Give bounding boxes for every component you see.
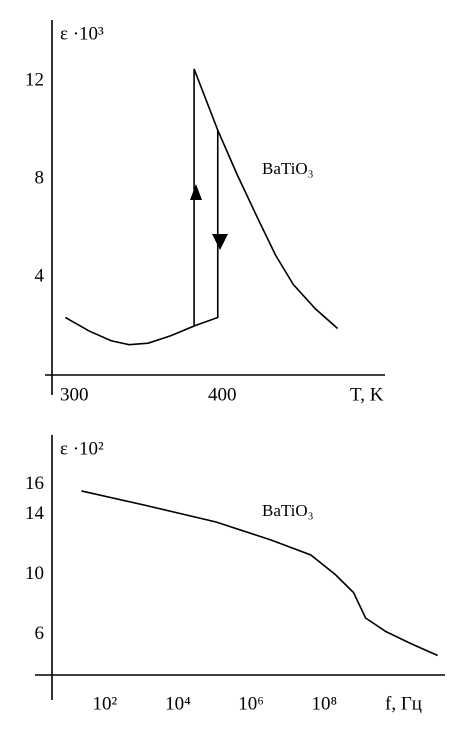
- x-tick-label: 10²: [92, 693, 117, 714]
- x-tick-label: 10⁶: [238, 693, 264, 714]
- y-tick-label: 8: [35, 167, 45, 188]
- x-tick-label: 300: [60, 384, 89, 405]
- y-tick-label: 12: [25, 70, 44, 91]
- y-axis-label: ε ·10²: [60, 438, 104, 459]
- y-tick-label: 10: [25, 563, 44, 584]
- x-axis-label: f, Гц: [385, 693, 422, 714]
- y-tick-label: 6: [35, 623, 45, 644]
- y-tick-label: 4: [35, 265, 45, 286]
- x-tick-label: 10⁸: [311, 693, 337, 714]
- annotation: BaTiO₃: [262, 159, 314, 178]
- annotation: BaTiO₃: [262, 501, 314, 520]
- arrow-down: [212, 234, 228, 250]
- x-tick-label: 10⁴: [165, 693, 191, 714]
- curve: [193, 130, 219, 327]
- curve: [81, 490, 438, 657]
- x-axis-label: T, K: [350, 384, 384, 405]
- y-axis-label: ε ·10³: [60, 23, 104, 44]
- x-tick-label: 400: [208, 384, 237, 405]
- curve: [64, 68, 339, 346]
- y-tick-label: 14: [25, 503, 45, 524]
- arrow-up: [190, 184, 202, 200]
- y-tick-label: 16: [25, 473, 44, 494]
